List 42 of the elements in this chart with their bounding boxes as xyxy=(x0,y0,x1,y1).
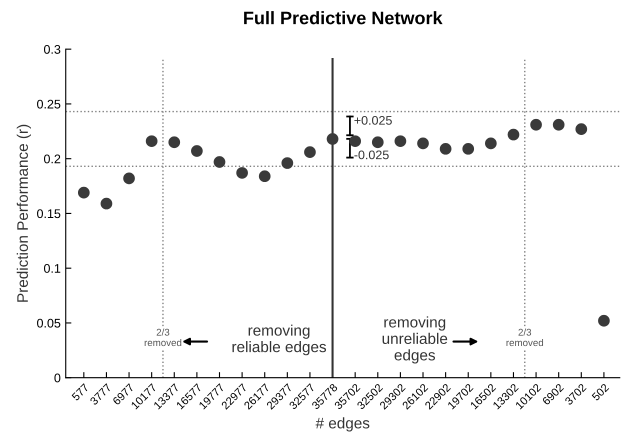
point xyxy=(214,156,226,168)
y-tick-label: 0.2 xyxy=(44,154,60,164)
point xyxy=(78,186,90,198)
point xyxy=(304,146,316,158)
annotation: 2/3 removed xyxy=(506,328,544,346)
annotation: +0.025 xyxy=(354,116,392,125)
point xyxy=(191,145,203,157)
annotation: removing unreliable edges xyxy=(382,316,448,364)
chart-title: Full Predictive Network xyxy=(244,11,443,24)
point xyxy=(440,142,452,155)
point xyxy=(349,135,362,148)
point xyxy=(168,136,180,148)
point xyxy=(394,135,406,148)
y-tick-label: 0.3 xyxy=(44,44,60,54)
annotation: removing reliable edges xyxy=(232,324,326,356)
point xyxy=(417,138,429,150)
x-tick-label: 502 xyxy=(591,383,610,402)
point xyxy=(552,118,565,131)
y-tick-label: 0.15 xyxy=(37,209,60,218)
point xyxy=(508,128,520,140)
x-axis-title: # edges xyxy=(316,417,370,432)
point xyxy=(123,172,135,184)
y-tick-label: 0 xyxy=(54,374,60,382)
point xyxy=(146,135,158,148)
y-axis-title: Prediction Performance (r) xyxy=(16,124,31,302)
point xyxy=(281,157,294,169)
point xyxy=(100,198,112,210)
point xyxy=(372,136,384,148)
annotation: 2/3 removed xyxy=(144,328,182,346)
y-tick-label: 0.1 xyxy=(44,264,60,273)
y-tick-label: 0.25 xyxy=(37,100,60,109)
point xyxy=(462,142,474,155)
point xyxy=(236,167,248,179)
point xyxy=(575,123,588,135)
point xyxy=(530,118,542,131)
point xyxy=(598,314,610,327)
annotation: -0.025 xyxy=(354,150,389,160)
point xyxy=(326,133,338,145)
point xyxy=(258,170,271,182)
y-tick-label: 0.05 xyxy=(37,318,60,328)
x-tick-label: 577 xyxy=(71,383,90,402)
point xyxy=(485,138,497,150)
